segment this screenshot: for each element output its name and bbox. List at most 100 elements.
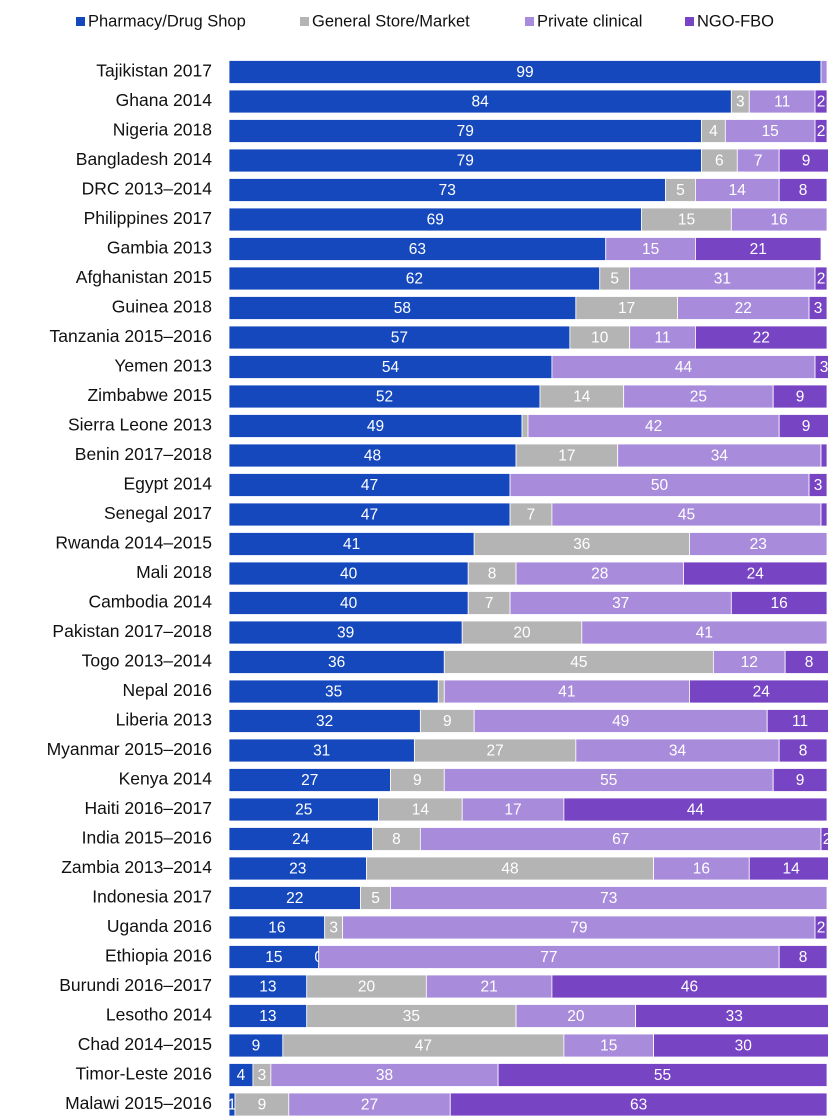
- data-label: 47: [361, 507, 378, 524]
- data-label: 25: [295, 802, 312, 819]
- bar-segment: [635, 1004, 828, 1028]
- data-label: 14: [782, 861, 800, 878]
- data-label: 9: [802, 418, 811, 435]
- data-label: 22: [286, 890, 303, 907]
- bar-segment: [563, 797, 828, 822]
- data-label: 21: [481, 979, 498, 996]
- data-label: 17: [558, 448, 575, 465]
- legend-label: Private clinical: [537, 12, 642, 30]
- bar-segment: [449, 1092, 828, 1116]
- data-label: 49: [367, 418, 384, 435]
- bar-segment: [784, 650, 828, 674]
- data-label: 7: [754, 153, 763, 170]
- data-label: 9: [802, 153, 811, 170]
- category-label: Mali 2018: [136, 562, 212, 582]
- category-label: Sierra Leone 2013: [68, 415, 212, 435]
- data-label: 40: [340, 566, 358, 583]
- data-label: 23: [289, 861, 306, 878]
- data-label: 46: [681, 979, 698, 996]
- category-label: Nepal 2016: [122, 680, 212, 700]
- data-label: 15: [678, 212, 695, 229]
- category-label: Malawi 2015–2016: [65, 1093, 212, 1113]
- data-label: 21: [750, 241, 767, 258]
- category-label: Myanmar 2015–2016: [47, 739, 212, 759]
- data-label: 5: [371, 890, 380, 907]
- data-label: 36: [328, 654, 345, 671]
- category-label: Yemen 2013: [114, 356, 212, 376]
- data-label: 42: [645, 418, 662, 435]
- data-label: 16: [771, 212, 788, 229]
- data-label: 11: [792, 713, 808, 730]
- data-label: 73: [439, 182, 456, 199]
- data-label: 14: [573, 389, 591, 406]
- bar-segment: [778, 178, 828, 202]
- bar-segment: [730, 207, 828, 232]
- data-label: 27: [361, 1097, 378, 1114]
- legend-label: General Store/Market: [312, 12, 470, 30]
- category-label: Ethiopia 2016: [105, 946, 212, 966]
- bar-segment: [521, 414, 529, 438]
- category-label: Togo 2013–2014: [82, 651, 213, 671]
- bar-segment: [683, 561, 828, 586]
- category-label: Lesotho 2014: [106, 1005, 212, 1025]
- data-label: 41: [343, 536, 360, 553]
- data-label: 3: [258, 1067, 267, 1084]
- category-label: Nigeria 2018: [113, 120, 212, 140]
- bar-segment: [820, 443, 828, 468]
- data-label: 2: [817, 271, 826, 288]
- data-label: 79: [457, 123, 474, 140]
- data-label: 4: [237, 1067, 246, 1084]
- data-label: 8: [488, 566, 497, 583]
- data-label: 45: [678, 507, 695, 524]
- bar-segment: [772, 384, 828, 409]
- category-label: Senegal 2017: [104, 503, 212, 523]
- data-label: 77: [540, 949, 557, 966]
- data-label: 84: [472, 94, 490, 111]
- bar-segment: [778, 738, 828, 763]
- data-label: 3: [820, 359, 828, 376]
- data-label: 2: [817, 920, 826, 937]
- data-label: 4: [709, 123, 718, 140]
- bar-segment: [581, 620, 828, 645]
- bar-segment: [497, 1063, 828, 1087]
- bar-segment: [653, 1033, 828, 1058]
- data-label: 3: [814, 477, 823, 494]
- data-label: 3: [814, 300, 823, 317]
- category-label: Guinea 2018: [112, 297, 212, 317]
- data-label: 3: [736, 94, 745, 111]
- data-label: 48: [501, 861, 518, 878]
- data-label: 69: [427, 212, 444, 229]
- data-label: 20: [358, 979, 376, 996]
- data-label: 15: [600, 1038, 617, 1055]
- category-label: Burundi 2016–2017: [59, 975, 212, 995]
- data-label: 17: [504, 802, 521, 819]
- data-label: 8: [799, 743, 808, 760]
- data-label: 33: [726, 1008, 743, 1025]
- category-label: Tajikistan 2017: [96, 61, 212, 81]
- category-label: Gambia 2013: [107, 238, 212, 258]
- bar-segment: [820, 502, 828, 527]
- bar-segment: [766, 709, 828, 733]
- data-label: 55: [654, 1067, 671, 1084]
- data-label: 54: [382, 359, 400, 376]
- data-label: 45: [570, 654, 587, 671]
- category-label: Afghanistan 2015: [76, 267, 212, 287]
- bar-segment: [814, 915, 828, 940]
- bar-segment: [820, 827, 828, 851]
- bar-segment: [390, 886, 828, 910]
- data-label: 13: [259, 1008, 276, 1025]
- category-label: Haiti 2016–2017: [85, 798, 212, 818]
- data-label: 9: [252, 1038, 261, 1055]
- data-label: 14: [412, 802, 430, 819]
- bar-segment: [689, 532, 828, 556]
- category-label: Philippines 2017: [84, 208, 212, 228]
- data-label: 24: [747, 566, 765, 583]
- data-label: 38: [376, 1067, 393, 1084]
- data-label: 79: [570, 920, 587, 937]
- data-label: 8: [805, 654, 814, 671]
- data-label: 49: [612, 713, 629, 730]
- category-label: Zimbabwe 2015: [87, 385, 212, 405]
- data-label: 62: [406, 271, 423, 288]
- bar-segment: [551, 974, 828, 999]
- category-label: Chad 2014–2015: [78, 1034, 212, 1054]
